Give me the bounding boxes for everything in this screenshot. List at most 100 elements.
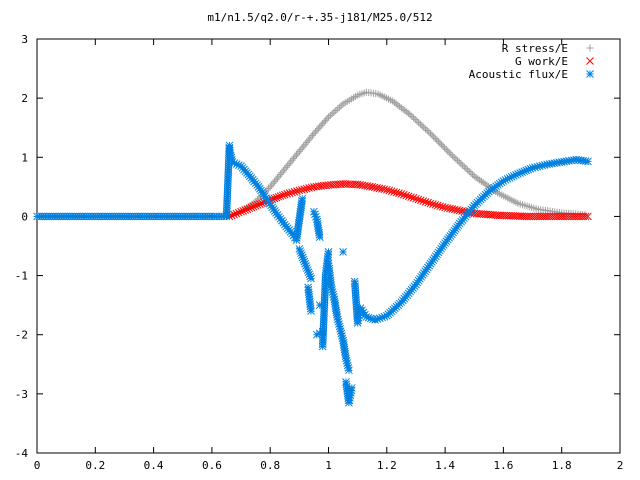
data-point <box>454 157 462 165</box>
legend-marker <box>586 44 594 52</box>
data-point <box>476 176 484 184</box>
plot-frame <box>36 38 621 454</box>
data-point <box>444 147 452 155</box>
data-point <box>465 168 473 176</box>
data-point <box>293 187 301 195</box>
data-point <box>429 200 437 208</box>
data-point <box>298 144 306 152</box>
data-point <box>397 190 406 198</box>
data-point <box>253 201 262 209</box>
data-point <box>421 197 430 206</box>
data-point <box>426 199 435 208</box>
data-point <box>390 188 398 196</box>
series-3 <box>33 141 592 407</box>
data-point <box>241 206 250 214</box>
data-point <box>375 184 384 193</box>
data-point <box>419 197 428 205</box>
data-point <box>288 188 296 197</box>
data-point <box>283 190 292 198</box>
data-point <box>265 185 273 192</box>
data-point <box>406 111 414 119</box>
data-point <box>251 201 260 210</box>
data-point <box>232 209 241 218</box>
x-tick-label: 0.4 <box>144 459 164 472</box>
data-point <box>285 189 294 198</box>
data-point <box>278 169 286 177</box>
data-point <box>272 193 281 202</box>
data-point <box>266 183 274 191</box>
data-point <box>441 144 449 152</box>
data-point <box>334 105 342 113</box>
data-point <box>249 202 258 211</box>
data-point <box>337 102 345 110</box>
data-point <box>433 201 442 210</box>
data-point <box>447 150 455 158</box>
data-point <box>292 151 300 159</box>
data-point <box>441 203 449 212</box>
data-point <box>584 157 592 166</box>
data-point <box>316 123 324 131</box>
data-point <box>425 128 433 136</box>
data-point <box>330 108 338 116</box>
data-point <box>392 188 401 197</box>
legend-marker <box>586 57 594 65</box>
data-point <box>431 134 439 142</box>
x-tick-label: 1.8 <box>552 459 572 472</box>
axis-ticks: 0 0.2 0.4 0.6 0.8 1 1.2 1.4 1.6 1.8 2 3 2 1 0 -1 -2 -3 -4 <box>15 33 624 472</box>
data-point <box>325 113 332 121</box>
data-point <box>412 194 420 203</box>
data-point <box>368 183 377 191</box>
data-point <box>450 153 458 161</box>
data-point <box>459 161 467 169</box>
data-point <box>421 125 429 133</box>
data-point <box>442 146 450 154</box>
data-point <box>477 177 485 185</box>
data-point <box>455 206 464 215</box>
data-point <box>237 207 245 216</box>
data-point <box>307 307 315 315</box>
data-point <box>255 200 264 208</box>
data-point <box>431 200 440 209</box>
data-point <box>323 115 331 123</box>
data-point <box>314 125 322 133</box>
y-tick-label: 3 <box>21 33 28 46</box>
data-point <box>301 140 309 148</box>
y-tick-label: -4 <box>15 447 29 460</box>
x-tick-label: 1.4 <box>435 459 455 472</box>
data-point <box>243 205 252 214</box>
data-point <box>479 179 487 187</box>
data-point <box>247 203 256 212</box>
data-point <box>581 212 590 221</box>
data-point <box>307 274 315 283</box>
data-point <box>307 133 315 141</box>
series-1 <box>225 88 589 220</box>
data-point <box>278 191 287 200</box>
data-point <box>395 189 403 198</box>
x-tick-label: 0.8 <box>260 459 280 472</box>
data-point <box>453 206 462 214</box>
data-point <box>424 198 432 207</box>
data-point <box>411 115 419 123</box>
data-point <box>438 203 447 211</box>
data-point <box>310 130 318 138</box>
data-point <box>305 184 313 192</box>
data-point <box>268 181 276 189</box>
data-point <box>436 202 445 211</box>
data-point <box>311 128 319 136</box>
data-point <box>326 111 334 119</box>
data-point <box>416 196 425 205</box>
data-point <box>230 210 238 219</box>
data-point <box>438 141 446 149</box>
data-point <box>430 133 438 141</box>
data-point <box>452 155 460 163</box>
data-point <box>300 185 309 194</box>
data-point <box>460 163 468 171</box>
data-point <box>245 204 254 213</box>
legend-label: R stress/E <box>502 42 568 55</box>
data-point <box>584 212 592 221</box>
data-point <box>320 118 328 126</box>
data-point <box>462 164 470 172</box>
data-point <box>306 135 314 143</box>
